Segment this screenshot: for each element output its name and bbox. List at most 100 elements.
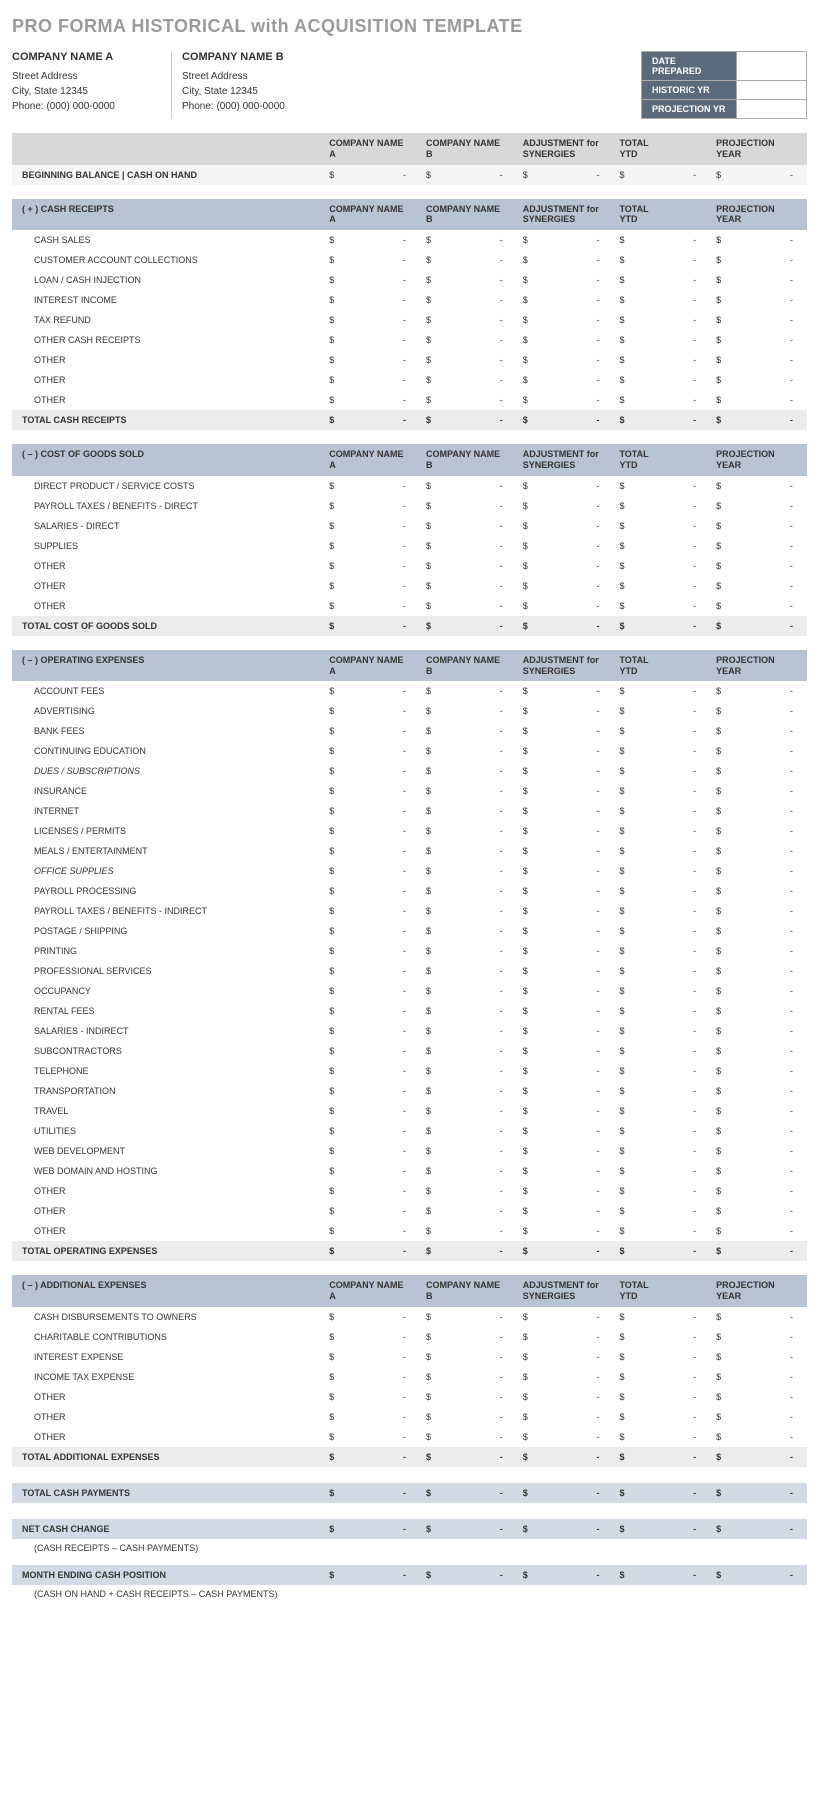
amount-value[interactable]: - <box>439 596 517 616</box>
amount-value[interactable]: - <box>632 1181 710 1201</box>
amount-value[interactable]: - <box>729 310 807 330</box>
amount-value[interactable]: - <box>342 496 420 516</box>
amount-value[interactable]: - <box>342 1367 420 1387</box>
amount-value[interactable]: - <box>439 1161 517 1181</box>
amount-value[interactable]: - <box>536 941 614 961</box>
amount-value[interactable]: - <box>342 410 420 430</box>
amount-value[interactable]: - <box>632 596 710 616</box>
amount-value[interactable]: - <box>439 230 517 250</box>
amount-value[interactable]: - <box>342 250 420 270</box>
amount-value[interactable]: - <box>536 781 614 801</box>
amount-value[interactable]: - <box>729 741 807 761</box>
amount-value[interactable]: - <box>536 1221 614 1241</box>
amount-value[interactable]: - <box>729 1121 807 1141</box>
amount-value[interactable]: - <box>729 370 807 390</box>
amount-value[interactable]: - <box>439 576 517 596</box>
amount-value[interactable]: - <box>342 1447 420 1467</box>
amount-value[interactable]: - <box>439 1327 517 1347</box>
amount-value[interactable]: - <box>439 1181 517 1201</box>
amount-value[interactable]: - <box>632 496 710 516</box>
amount-value[interactable]: - <box>729 1161 807 1181</box>
amount-value[interactable]: - <box>342 576 420 596</box>
amount-value[interactable]: - <box>439 165 517 185</box>
amount-value[interactable]: - <box>342 596 420 616</box>
amount-value[interactable]: - <box>342 1407 420 1427</box>
amount-value[interactable]: - <box>439 536 517 556</box>
amount-value[interactable]: - <box>632 1427 710 1447</box>
amount-value[interactable]: - <box>342 310 420 330</box>
meta-value[interactable] <box>737 81 807 100</box>
amount-value[interactable]: - <box>342 1001 420 1021</box>
amount-value[interactable]: - <box>536 1367 614 1387</box>
amount-value[interactable]: - <box>729 1001 807 1021</box>
amount-value[interactable]: - <box>342 921 420 941</box>
amount-value[interactable]: - <box>632 576 710 596</box>
amount-value[interactable]: - <box>342 230 420 250</box>
amount-value[interactable]: - <box>439 901 517 921</box>
amount-value[interactable]: - <box>536 1201 614 1221</box>
amount-value[interactable]: - <box>729 536 807 556</box>
amount-value[interactable]: - <box>342 861 420 881</box>
amount-value[interactable]: - <box>729 1519 807 1539</box>
amount-value[interactable]: - <box>536 536 614 556</box>
amount-value[interactable]: - <box>632 1367 710 1387</box>
amount-value[interactable]: - <box>536 250 614 270</box>
amount-value[interactable]: - <box>536 801 614 821</box>
amount-value[interactable]: - <box>342 1307 420 1327</box>
amount-value[interactable]: - <box>632 1407 710 1427</box>
amount-value[interactable]: - <box>536 741 614 761</box>
amount-value[interactable]: - <box>536 1021 614 1041</box>
amount-value[interactable]: - <box>632 681 710 701</box>
amount-value[interactable]: - <box>536 350 614 370</box>
amount-value[interactable]: - <box>632 1447 710 1467</box>
amount-value[interactable]: - <box>632 476 710 496</box>
amount-value[interactable]: - <box>729 1221 807 1241</box>
amount-value[interactable]: - <box>536 370 614 390</box>
amount-value[interactable]: - <box>439 270 517 290</box>
amount-value[interactable]: - <box>632 350 710 370</box>
amount-value[interactable]: - <box>729 941 807 961</box>
amount-value[interactable]: - <box>536 881 614 901</box>
amount-value[interactable]: - <box>632 821 710 841</box>
amount-value[interactable]: - <box>729 1387 807 1407</box>
amount-value[interactable]: - <box>632 1021 710 1041</box>
amount-value[interactable]: - <box>729 496 807 516</box>
amount-value[interactable]: - <box>536 1307 614 1327</box>
amount-value[interactable]: - <box>632 1327 710 1347</box>
amount-value[interactable]: - <box>342 881 420 901</box>
amount-value[interactable]: - <box>632 1081 710 1101</box>
amount-value[interactable]: - <box>439 721 517 741</box>
amount-value[interactable]: - <box>729 1021 807 1041</box>
amount-value[interactable]: - <box>729 556 807 576</box>
amount-value[interactable]: - <box>729 1101 807 1121</box>
amount-value[interactable]: - <box>342 476 420 496</box>
amount-value[interactable]: - <box>342 841 420 861</box>
amount-value[interactable]: - <box>342 981 420 1001</box>
amount-value[interactable]: - <box>729 761 807 781</box>
amount-value[interactable]: - <box>439 701 517 721</box>
amount-value[interactable]: - <box>439 290 517 310</box>
amount-value[interactable]: - <box>729 350 807 370</box>
amount-value[interactable]: - <box>536 1041 614 1061</box>
amount-value[interactable]: - <box>439 616 517 636</box>
amount-value[interactable]: - <box>342 681 420 701</box>
amount-value[interactable]: - <box>729 1347 807 1367</box>
amount-value[interactable]: - <box>729 230 807 250</box>
amount-value[interactable]: - <box>536 1101 614 1121</box>
amount-value[interactable]: - <box>439 781 517 801</box>
amount-value[interactable]: - <box>536 1081 614 1101</box>
amount-value[interactable]: - <box>439 1221 517 1241</box>
amount-value[interactable]: - <box>632 390 710 410</box>
amount-value[interactable]: - <box>439 741 517 761</box>
amount-value[interactable]: - <box>536 1347 614 1367</box>
amount-value[interactable]: - <box>632 556 710 576</box>
amount-value[interactable]: - <box>536 1001 614 1021</box>
amount-value[interactable]: - <box>536 310 614 330</box>
amount-value[interactable]: - <box>632 516 710 536</box>
amount-value[interactable]: - <box>536 1407 614 1427</box>
amount-value[interactable]: - <box>536 496 614 516</box>
amount-value[interactable]: - <box>439 821 517 841</box>
amount-value[interactable]: - <box>536 761 614 781</box>
amount-value[interactable]: - <box>536 290 614 310</box>
amount-value[interactable]: - <box>439 1565 517 1585</box>
